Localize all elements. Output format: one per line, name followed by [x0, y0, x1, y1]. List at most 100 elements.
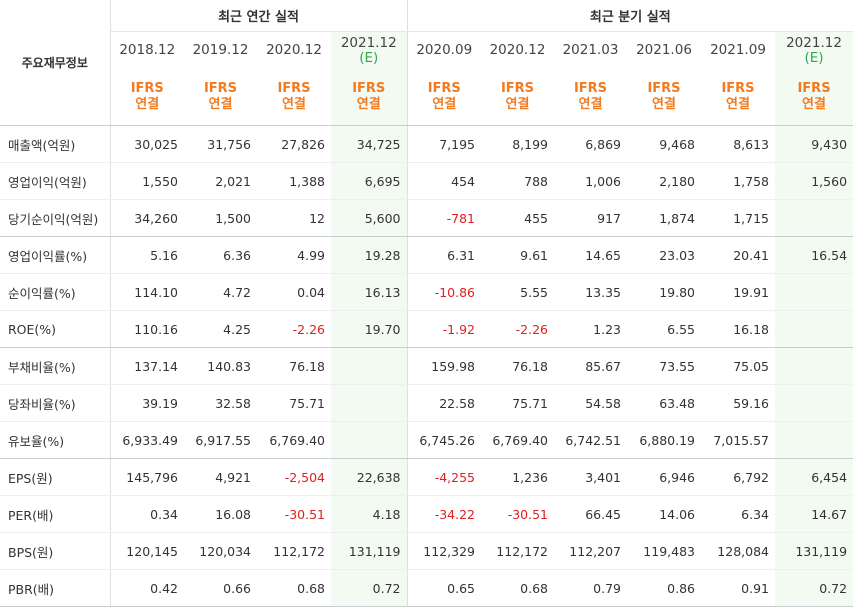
table-cell: 14.06: [627, 495, 701, 533]
accounting-standard-header: IFRS 연결: [701, 69, 775, 126]
table-cell: [775, 273, 853, 311]
table-cell: 1,500: [184, 199, 257, 237]
period-date: 2020.12: [489, 42, 546, 58]
table-cell: 75.71: [257, 384, 331, 422]
table-row: 영업이익률(%) 5.16 6.36 4.99 19.28 6.31 9.61 14.65 23…: [0, 236, 853, 274]
accounting-standard-header: IFRS 연결: [627, 69, 701, 126]
table-cell: 31,756: [184, 125, 257, 163]
table-cell: 4.18: [331, 495, 408, 533]
table-cell: 1,550: [110, 162, 184, 200]
consolidation-basis-label: 연결: [652, 97, 676, 112]
table-cell: 128,084: [701, 532, 775, 570]
table-cell: 19.80: [627, 273, 701, 311]
table-cell: 16.08: [184, 495, 257, 533]
consolidation-basis-label: 연결: [505, 97, 530, 112]
table-cell: 9,430: [775, 125, 853, 163]
table-cell: 16.18: [701, 310, 775, 348]
consolidation-basis-label: 연결: [356, 97, 381, 112]
period-date: 2021.06: [636, 42, 692, 58]
table-cell: 131,119: [331, 532, 408, 570]
table-cell: 3,401: [554, 458, 627, 496]
table-cell: 22.58: [407, 384, 481, 422]
accounting-standard-label: IFRS: [797, 81, 831, 96]
accounting-standard-label: IFRS: [647, 81, 681, 96]
table-cell: 9.61: [481, 236, 554, 274]
table-cell: -2,504: [257, 458, 331, 496]
period-date: 2021.03: [562, 42, 619, 58]
table-cell: 0.34: [110, 495, 184, 533]
row-label: EPS(원): [0, 458, 111, 496]
period-date: 2018.12: [119, 42, 176, 58]
table-cell: [775, 310, 853, 348]
consolidation-basis-label: 연결: [802, 97, 826, 112]
row-label: ROE(%): [0, 310, 111, 348]
table-cell: 85.67: [554, 347, 627, 385]
table-cell: 2,180: [627, 162, 701, 200]
table-cell: -30.51: [257, 495, 331, 533]
consolidation-basis-label: 연결: [282, 97, 306, 112]
table-cell: 454: [407, 162, 481, 200]
table-cell: 6.36: [184, 236, 257, 274]
row-label: 당기순이익(억원): [0, 199, 111, 237]
table-cell: 6,917.55: [184, 421, 257, 459]
table-row: 당좌비율(%) 39.19 32.58 75.71 22.58 75.71 54.58 63.…: [0, 384, 853, 422]
accounting-standard-header: IFRS 연결: [331, 69, 408, 126]
table-cell: -34.22: [407, 495, 481, 533]
table-cell: [775, 384, 853, 422]
table-cell: 0.04: [257, 273, 331, 311]
table-cell: 120,034: [184, 532, 257, 570]
table-cell: 110.16: [110, 310, 184, 348]
accounting-standard-label: IFRS: [130, 81, 164, 96]
table-cell: 120,145: [110, 532, 184, 570]
estimate-marker: (E): [359, 49, 379, 66]
table-cell: 27,826: [257, 125, 331, 163]
table-cell: 19.91: [701, 273, 775, 311]
period-date-header: 2021.06: [627, 32, 701, 70]
period-date-header: 2020.12: [257, 32, 331, 70]
table-cell: 4.25: [184, 310, 257, 348]
period-date-header: 2018.12: [110, 32, 184, 70]
table-cell: 22,638: [331, 458, 408, 496]
table-cell: 1,006: [554, 162, 627, 200]
table-cell: 6,933.49: [110, 421, 184, 459]
quarter-caption: 최근 분기 실적: [407, 0, 853, 32]
period-date: 2020.12: [266, 42, 322, 58]
table-cell: [775, 347, 853, 385]
table-cell: -781: [407, 199, 481, 237]
table-cell: 112,172: [481, 532, 554, 570]
period-date-header: 2021.12 (E): [775, 31, 853, 69]
table-cell: 1,715: [701, 199, 775, 237]
accounting-standard-header: IFRS 연결: [110, 69, 184, 126]
table-cell: 6.31: [407, 236, 481, 274]
table-cell: 7,195: [407, 125, 481, 163]
table-cell: 19.70: [331, 310, 408, 348]
table-cell: 20.41: [701, 236, 775, 274]
table-cell: 112,329: [407, 532, 481, 570]
table-cell: 32.58: [184, 384, 257, 422]
table-cell: 8,613: [701, 125, 775, 163]
table-cell: 75.71: [481, 384, 554, 422]
table-cell: 34,260: [110, 199, 184, 237]
table-cell: 7,015.57: [701, 421, 775, 459]
table-cell: [331, 384, 408, 422]
table-cell: 6,769.40: [257, 421, 331, 459]
period-date: 2021.12: [786, 34, 842, 51]
period-date-header: 2021.12 (E): [331, 31, 408, 69]
table-cell: 6,695: [331, 162, 408, 200]
table-cell: 159.98: [407, 347, 481, 385]
accounting-standard-header: IFRS 연결: [407, 69, 481, 126]
accounting-standard-header: IFRS 연결: [257, 69, 331, 126]
accounting-standard-header: IFRS 연결: [481, 69, 554, 126]
table-cell: 455: [481, 199, 554, 237]
estimate-marker: (E): [804, 49, 824, 66]
consolidation-basis-label: 연결: [578, 97, 603, 112]
table-row: 부채비율(%) 137.14 140.83 76.18 159.98 76.18 85.67…: [0, 347, 853, 385]
table-cell: 145,796: [110, 458, 184, 496]
table-cell: -1.92: [407, 310, 481, 348]
row-label: 영업이익(억원): [0, 162, 111, 200]
table-cell: 13.35: [554, 273, 627, 311]
period-date: 2021.09: [710, 42, 766, 58]
table-cell: 1,874: [627, 199, 701, 237]
table-cell: 6,946: [627, 458, 701, 496]
